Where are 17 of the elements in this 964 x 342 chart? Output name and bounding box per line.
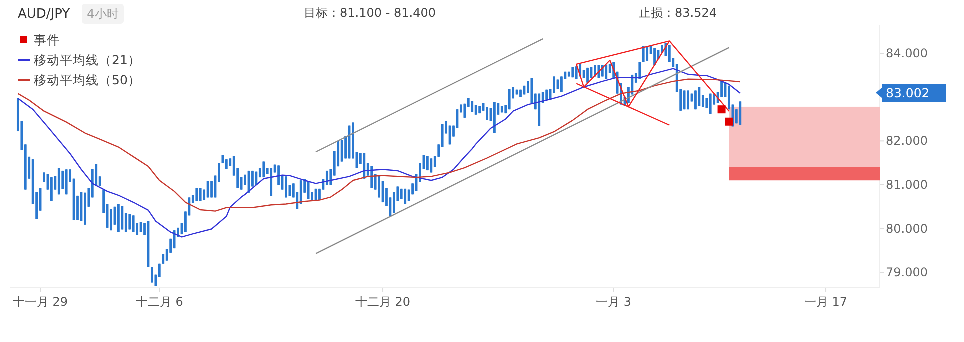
text: 止损：83.524 bbox=[639, 6, 717, 20]
y-tick-label: 80.000 bbox=[886, 222, 928, 236]
x-tick-label: 十一月 29 bbox=[12, 295, 68, 309]
y-tick-label: 82.000 bbox=[886, 134, 928, 148]
x-tick-label: 十二月 20 bbox=[355, 295, 411, 309]
legend-label: 移动平均线（21） bbox=[34, 52, 141, 68]
text: 目标：81.100 - 81.400 bbox=[304, 6, 436, 20]
x-tick-label: 一月 17 bbox=[804, 295, 848, 309]
x-tick-label: 十二月 6 bbox=[136, 295, 184, 309]
legend-label: 移动平均线（50） bbox=[34, 72, 141, 88]
legend-label: 事件 bbox=[34, 32, 60, 48]
chart-subtitle: 4小时 bbox=[87, 7, 119, 21]
x-tick-label: 一月 3 bbox=[596, 295, 632, 309]
chart-title: AUD/JPY bbox=[18, 7, 70, 22]
y-tick-label: 79.000 bbox=[886, 266, 928, 280]
y-tick-label: 84.000 bbox=[886, 46, 928, 60]
y-tick-label: 81.000 bbox=[886, 178, 928, 192]
